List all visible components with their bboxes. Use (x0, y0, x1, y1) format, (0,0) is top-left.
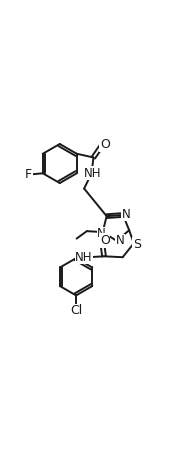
Text: N: N (97, 227, 106, 240)
Text: O: O (100, 138, 110, 151)
Text: F: F (25, 168, 32, 181)
Text: NH: NH (84, 167, 101, 180)
Text: Cl: Cl (70, 304, 82, 317)
Text: O: O (100, 234, 110, 247)
Text: NH: NH (75, 251, 93, 264)
Text: N: N (116, 234, 125, 247)
Text: S: S (133, 238, 141, 250)
Text: N: N (121, 207, 130, 220)
